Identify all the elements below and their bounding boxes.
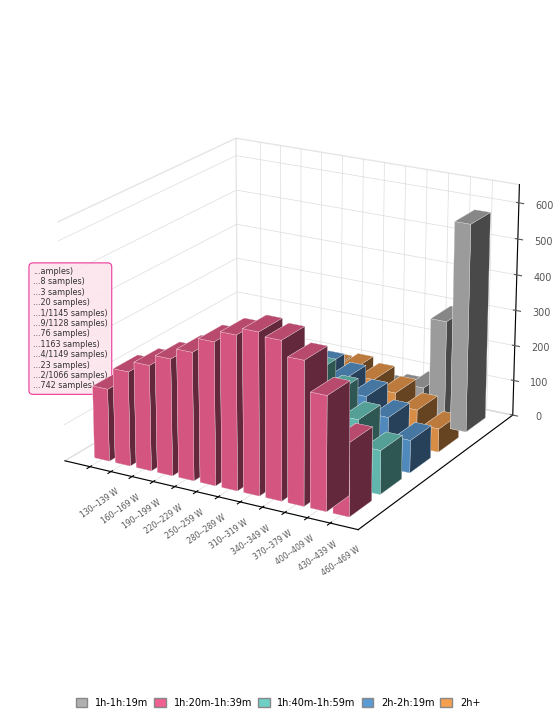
- Text: ...amples)
...8 samples)
...3 samples)
...20 samples)
...1/1145 samples)
...9/11: ...amples) ...8 samples) ...3 samples) .…: [33, 267, 108, 390]
- Legend: 1h-1h:19m, 1h:20m-1h:39m, 1h:40m-1h:59m, 2h-2h:19m, 2h+: 1h-1h:19m, 1h:20m-1h:39m, 1h:40m-1h:59m,…: [73, 695, 483, 711]
